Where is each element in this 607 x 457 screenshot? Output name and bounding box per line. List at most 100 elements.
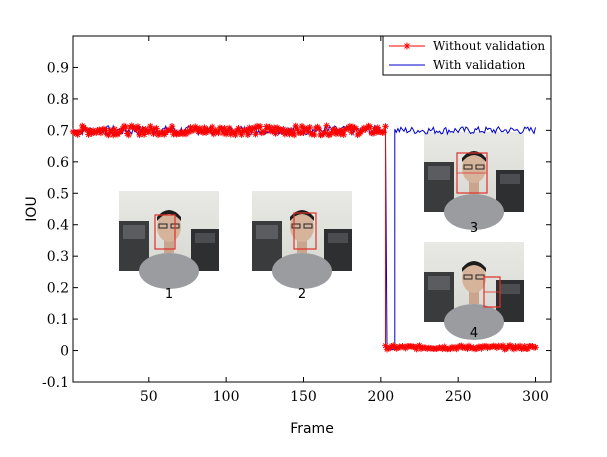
data-point-stroke [110,132,116,138]
x-axis-label: Frame [290,421,334,437]
legend: Without validation With validation [382,35,552,76]
data-point-stroke [147,123,153,129]
legend-label: Without validation [433,39,545,53]
x-tick-label: 200 [367,389,394,405]
data-point-stroke [215,130,222,136]
data-point [125,131,132,139]
x-tick-label: 100 [213,389,240,405]
data-point-stroke [153,125,160,132]
data-point [153,125,160,132]
data-point [382,123,389,130]
data-point [134,123,142,130]
data-point-stroke [243,127,249,133]
data-point-stroke [500,342,506,349]
data-point-stroke [382,343,389,349]
x-tick-label: 150 [290,389,317,405]
data-point [366,123,374,130]
y-tick-label: 0.6 [47,155,69,171]
data-point-stroke [532,344,539,350]
data-point-stroke [367,124,373,130]
data-point-stroke [123,124,129,130]
axes-frame [72,35,552,383]
series-layer [69,122,539,353]
data-point-stroke [273,130,279,137]
data-point-stroke [381,129,387,135]
data-point-stroke [266,124,273,130]
data-point-stroke [150,131,157,137]
data-point-stroke [293,123,299,129]
y-tick-label: -0.1 [42,375,69,391]
face-photo [423,131,525,231]
y-axis-label: IOU [24,196,40,221]
y-tick-label: 0.7 [47,123,69,139]
legend-label: With validation [433,58,526,72]
y-tick-label: 0.9 [47,60,69,76]
data-point-stroke [194,126,200,132]
data-point-stroke [291,132,297,138]
data-point-stroke [209,124,215,130]
data-point-stroke [322,129,328,135]
data-point [252,131,259,138]
y-tick-label: 0.3 [47,249,69,265]
inset-caption: 2 [298,287,306,302]
inset-caption: 1 [165,287,173,302]
data-point-stroke [172,129,178,135]
data-point [380,128,388,136]
inset-caption: 4 [470,326,478,341]
data-point [272,130,279,137]
tracking-box [154,214,176,250]
legend-marker [403,42,411,50]
data-point-stroke [382,123,389,129]
data-point-stroke [78,129,84,135]
data-point-stroke [257,123,263,129]
data-point-stroke [222,125,228,131]
data-point [321,129,329,136]
data-point [352,125,360,132]
y-tick-label: 0 [60,344,69,360]
data-point-stroke [331,126,338,132]
data-point-stroke [307,124,313,130]
data-point [532,344,539,351]
data-point-stroke [522,343,528,349]
data-point [168,122,176,130]
tracking-box [293,212,317,250]
data-point-stroke [299,123,305,129]
data-point [256,123,264,130]
data-point-stroke [324,123,330,129]
data-point-stroke [508,342,514,349]
face-photo-image [118,190,220,290]
data-point [323,122,330,129]
data-point-stroke [187,124,194,130]
data-point [315,125,323,133]
data-point-stroke [316,126,322,132]
data-point [244,131,252,139]
data-point [111,126,118,133]
data-point-stroke [235,125,242,131]
data-point-stroke [135,123,141,130]
data-point-stroke [143,126,149,132]
data-point-stroke [288,127,294,133]
y-tick-label: 0.5 [47,186,69,202]
face-photo-image [423,131,525,231]
face-photo [118,190,220,290]
face-photo [423,241,525,341]
data-point-stroke [126,132,132,138]
data-point-stroke [112,126,118,132]
x-tick-label: 300 [522,389,549,405]
data-point-stroke [102,127,109,134]
data-point-stroke [197,125,203,131]
plot-frame [72,35,552,383]
data-point [306,123,313,131]
x-tick-label: 50 [140,389,158,405]
data-point-stroke [311,132,317,138]
data-point [311,131,318,139]
data-point-stroke [245,132,251,138]
data-point-stroke [517,343,523,349]
y-tick-label: 0.1 [47,312,69,328]
data-point [346,122,354,130]
inset-images: 1 2 3 4 [118,131,525,341]
y-tick-label: 0.4 [47,218,69,234]
face-photo-image [251,190,353,290]
data-point [291,131,298,139]
data-point-stroke [252,131,259,137]
